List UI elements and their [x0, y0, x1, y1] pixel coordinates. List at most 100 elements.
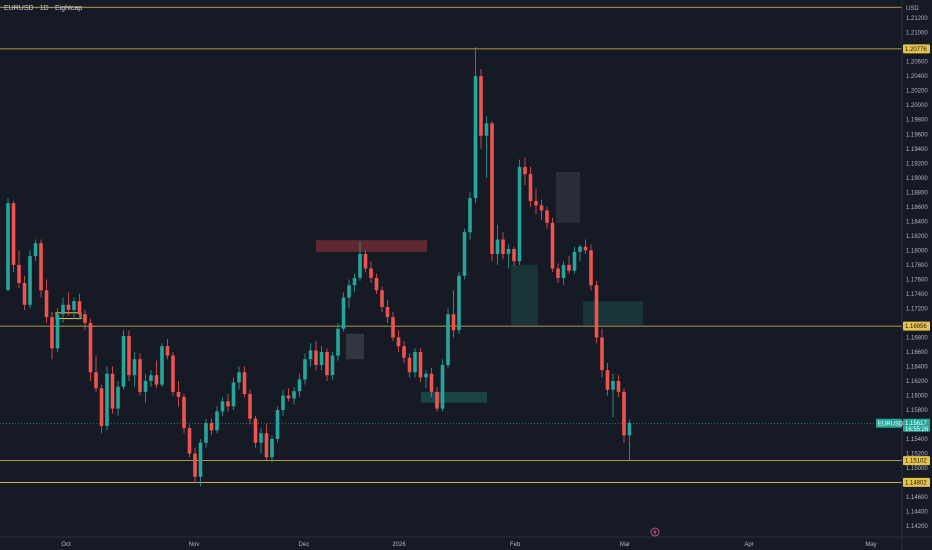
- candle-body[interactable]: [132, 359, 137, 376]
- zone-2[interactable]: [346, 333, 364, 360]
- candles-layer[interactable]: [6, 47, 632, 487]
- currency-label[interactable]: USD: [906, 6, 919, 12]
- candle-body[interactable]: [473, 76, 478, 199]
- candle-body[interactable]: [523, 166, 527, 175]
- candle-body[interactable]: [446, 314, 450, 366]
- candle-body[interactable]: [110, 373, 115, 409]
- candle-body[interactable]: [567, 264, 571, 271]
- candle-body[interactable]: [88, 322, 93, 373]
- candle-body[interactable]: [270, 439, 274, 458]
- candle-body[interactable]: [297, 379, 302, 392]
- candle-body[interactable]: [154, 375, 159, 385]
- candle-body[interactable]: [435, 391, 439, 409]
- candle-body[interactable]: [462, 232, 467, 276]
- candle-body[interactable]: [66, 304, 71, 310]
- candle-body[interactable]: [72, 301, 76, 310]
- candle-body[interactable]: [281, 395, 285, 411]
- candle-body[interactable]: [358, 253, 362, 278]
- candle-body[interactable]: [165, 346, 170, 356]
- candle-body[interactable]: [44, 290, 49, 318]
- candle-body[interactable]: [160, 346, 164, 385]
- candle-body[interactable]: [105, 373, 109, 426]
- candle-body[interactable]: [292, 391, 296, 399]
- candle-body[interactable]: [589, 250, 593, 286]
- zone-6[interactable]: [583, 301, 643, 326]
- candle-body[interactable]: [347, 285, 351, 298]
- candle-body[interactable]: [77, 301, 82, 315]
- candle-body[interactable]: [248, 394, 252, 419]
- candle-body[interactable]: [479, 76, 483, 136]
- candle-body[interactable]: [94, 372, 98, 389]
- candle-body[interactable]: [187, 428, 192, 454]
- candle-body[interactable]: [176, 391, 181, 397]
- candle-body[interactable]: [605, 370, 610, 390]
- candle-body[interactable]: [127, 335, 131, 376]
- candle-body[interactable]: [539, 205, 544, 211]
- candle-body[interactable]: [556, 268, 560, 278]
- candle-body[interactable]: [484, 123, 489, 136]
- candle-body[interactable]: [149, 375, 153, 381]
- candle-body[interactable]: [583, 246, 588, 251]
- candle-body[interactable]: [490, 123, 494, 254]
- candle-body[interactable]: [325, 351, 329, 376]
- candle-body[interactable]: [6, 203, 10, 291]
- zone-5[interactable]: [556, 171, 580, 223]
- candle-body[interactable]: [215, 411, 219, 431]
- time-axis[interactable]: Oct Nov Dec 2026 Feb Mar Apr May: [61, 542, 876, 548]
- candle-body[interactable]: [33, 243, 38, 257]
- candle-body[interactable]: [231, 382, 236, 407]
- candle-body[interactable]: [264, 433, 269, 458]
- candle-body[interactable]: [391, 317, 395, 338]
- candle-body[interactable]: [259, 433, 263, 443]
- candle-body[interactable]: [600, 337, 604, 371]
- candle-body[interactable]: [61, 304, 65, 315]
- candle-body[interactable]: [457, 275, 461, 331]
- candle-body[interactable]: [374, 277, 379, 291]
- candle-body[interactable]: [594, 285, 599, 338]
- candle-body[interactable]: [611, 380, 615, 390]
- candle-body[interactable]: [468, 198, 472, 233]
- candle-body[interactable]: [198, 442, 203, 477]
- candle-body[interactable]: [55, 314, 60, 349]
- candle-body[interactable]: [534, 201, 538, 206]
- candle-body[interactable]: [22, 283, 27, 305]
- candle-body[interactable]: [352, 277, 357, 286]
- candle-body[interactable]: [171, 355, 175, 392]
- candle-body[interactable]: [622, 391, 626, 436]
- candle-body[interactable]: [429, 373, 434, 392]
- candle-body[interactable]: [275, 410, 280, 440]
- candle-body[interactable]: [517, 166, 522, 262]
- candle-body[interactable]: [440, 365, 445, 409]
- candle-body[interactable]: [512, 248, 516, 262]
- zone-1[interactable]: [316, 240, 427, 252]
- candle-body[interactable]: [226, 401, 230, 407]
- candle-body[interactable]: [99, 388, 104, 426]
- candle-body[interactable]: [253, 418, 258, 443]
- candle-body[interactable]: [451, 314, 456, 331]
- candle-body[interactable]: [193, 453, 197, 477]
- candle-body[interactable]: [242, 372, 247, 395]
- candle-body[interactable]: [424, 373, 428, 378]
- candle-body[interactable]: [50, 317, 54, 349]
- candle-body[interactable]: [561, 264, 566, 278]
- candle-body[interactable]: [336, 328, 340, 356]
- candle-body[interactable]: [143, 380, 148, 392]
- candle-body[interactable]: [83, 314, 87, 323]
- candle-body[interactable]: [237, 372, 241, 383]
- candle-body[interactable]: [303, 359, 307, 380]
- candle-body[interactable]: [204, 423, 208, 443]
- candle-body[interactable]: [627, 423, 632, 436]
- zone-4[interactable]: [511, 264, 538, 326]
- candle-body[interactable]: [506, 248, 511, 254]
- candle-body[interactable]: [528, 174, 533, 202]
- candle-body[interactable]: [363, 253, 368, 269]
- candle-body[interactable]: [121, 335, 126, 387]
- candle-body[interactable]: [413, 351, 417, 373]
- candle-body[interactable]: [396, 337, 401, 347]
- candle-body[interactable]: [220, 401, 225, 412]
- candle-body[interactable]: [402, 346, 406, 358]
- candle-body[interactable]: [550, 222, 555, 269]
- candle-body[interactable]: [380, 290, 384, 307]
- candle-body[interactable]: [369, 268, 373, 278]
- candle-body[interactable]: [138, 359, 142, 392]
